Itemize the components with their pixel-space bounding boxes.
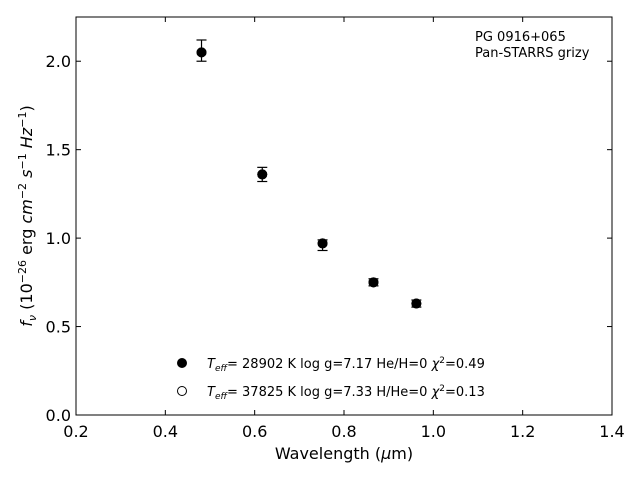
x-axis-label: Wavelength (μm)	[275, 444, 413, 463]
x-tick-label: 0.2	[63, 422, 88, 441]
legend: Teff= 28902 K log g=7.17 He/H=0 χ2=0.49 …	[177, 356, 485, 402]
annotation-object: PG 0916+065	[475, 30, 566, 45]
y-tick-label: 2.0	[46, 52, 71, 71]
x-tick-label: 0.4	[153, 422, 178, 441]
legend-marker-filled	[177, 358, 187, 368]
x-tick-label: 1.4	[599, 422, 624, 441]
y-tick-label: 1.5	[46, 141, 71, 160]
plot-frame	[75, 16, 613, 416]
x-tick-label: 1.0	[421, 422, 446, 441]
data-point-open	[196, 47, 207, 58]
y-axis-label: fν (10−26 erg cm−2 s−1 Hz−1)	[16, 105, 39, 326]
y-tick-labels: 0.0 0.5 1.0 1.5 2.0	[46, 52, 71, 425]
data-point-open	[317, 238, 328, 249]
data-point-open	[257, 169, 268, 180]
legend-label-2: Teff= 37825 K log g=7.33 H/He=0 χ2=0.13	[207, 384, 485, 402]
x-tick-label: 0.8	[331, 422, 356, 441]
x-tick-label: 1.2	[510, 422, 535, 441]
axis-ticks	[75, 17, 613, 416]
annotation-survey: Pan-STARRS grizy	[475, 46, 590, 61]
series-layer	[196, 47, 422, 309]
legend-label-1: Teff= 28902 K log g=7.17 He/H=0 χ2=0.49	[207, 356, 485, 374]
y-tick-label: 0.0	[46, 406, 71, 425]
data-point-open	[411, 298, 422, 309]
x-tick-label: 0.6	[242, 422, 267, 441]
data-point-open	[368, 277, 379, 288]
error-bars	[196, 39, 422, 308]
y-tick-label: 0.5	[46, 318, 71, 337]
x-tick-labels: 0.2 0.4 0.6 0.8 1.0 1.2 1.4	[63, 422, 624, 441]
legend-marker-open	[177, 386, 187, 396]
y-tick-label: 1.0	[46, 229, 71, 248]
